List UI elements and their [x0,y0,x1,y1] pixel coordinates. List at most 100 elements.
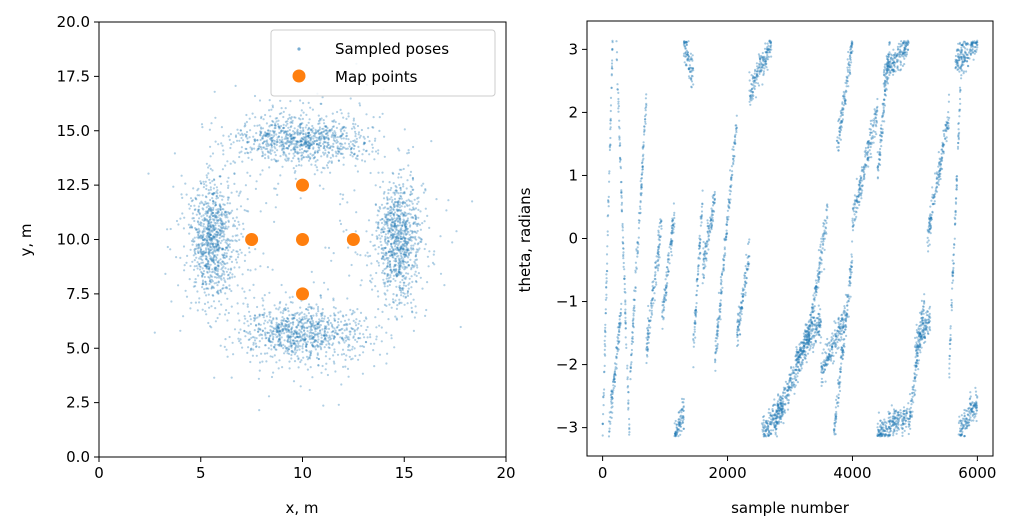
sampled-pose-point [253,339,257,342]
sampled-pose-point [340,152,343,155]
sampled-pose-point [229,162,232,165]
sampled-pose-point [227,274,230,277]
sampled-pose-point [220,231,223,235]
sampled-pose-point [324,132,327,135]
theta-sample-point [682,405,685,408]
sampled-pose-point [252,343,255,346]
sampled-pose-point [266,142,269,146]
sampled-pose-point [325,125,328,128]
theta-sample-point [644,109,647,112]
sampled-pose-point [262,313,266,316]
sampled-pose-point [392,182,395,185]
sampled-pose-point [323,346,326,349]
sampled-pose-point [288,314,291,317]
theta-sample-point [694,322,697,325]
sampled-pose-point [387,192,390,195]
sampled-pose-point [257,330,260,333]
sampled-pose-point [392,293,395,296]
sampled-pose-point [231,235,234,238]
sampled-pose-point [413,273,416,276]
theta-sample-point [676,430,679,433]
sampled-pose-point [292,333,295,336]
sampled-pose-point [258,313,261,317]
sampled-pose-point [398,203,401,206]
theta-sample-point [617,102,620,105]
sampled-pose-point [408,277,411,280]
theta-sample-point [628,431,631,434]
sampled-pose-point [263,312,266,315]
theta-sample-point [667,254,670,257]
sampled-pose-point [325,115,328,118]
sampled-pose-point [253,124,256,127]
sampled-pose-point [284,153,287,156]
sampled-pose-point [326,141,329,145]
sampled-pose-point [309,335,312,338]
theta-sample-point [641,171,644,174]
sampled-pose-point [395,213,398,216]
sampled-pose-point [253,147,256,150]
sampled-pose-point [321,134,324,137]
sampled-pose-point [383,223,386,226]
theta-sample-point [650,306,653,309]
map-point [296,233,309,246]
sampled-pose-point [371,143,374,146]
sampled-pose-point [305,345,308,349]
theta-sample-point [611,59,614,62]
sampled-pose-point [309,366,312,369]
sampled-pose-point [214,238,217,241]
sampled-pose-point [242,222,245,225]
sampled-pose-point [316,325,319,328]
sampled-pose-point [439,235,442,238]
sampled-pose-point [351,348,354,351]
sampled-pose-point [388,209,392,212]
sampled-pose-point [306,330,309,333]
theta-sample-point [700,215,703,218]
theta-sample-point [617,100,620,103]
sampled-pose-point [195,264,198,268]
sampled-pose-point [423,247,426,251]
sampled-pose-point [231,209,234,212]
sampled-pose-point [346,323,349,326]
sampled-pose-point [308,147,311,150]
sampled-pose-point [308,357,312,360]
sampled-pose-point [348,322,351,325]
sampled-pose-point [281,165,284,168]
sampled-pose-point [390,306,393,309]
sampled-pose-point [226,262,229,265]
sampled-pose-point [218,228,221,231]
sampled-pose-point [323,125,326,128]
sampled-pose-point [256,305,259,309]
sampled-pose-point [314,330,317,333]
sampled-pose-point [402,295,405,298]
sampled-pose-point [268,109,271,112]
theta-sample-point [696,277,699,281]
theta-sample-point [637,219,641,222]
sampled-pose-point [275,141,278,144]
sampled-pose-point [192,217,195,220]
sampled-pose-point [377,225,380,229]
sampled-pose-point [329,146,332,149]
theta-sample-point [646,335,650,338]
sampled-pose-point [250,158,253,161]
sampled-pose-point [365,264,369,267]
sampled-pose-point [341,197,344,200]
sampled-pose-point [212,235,215,238]
sampled-pose-point [344,339,348,342]
sampled-pose-point [342,352,346,356]
sampled-pose-point [273,139,276,143]
theta-sample-point [657,234,660,237]
theta-sample-point [644,97,648,100]
sampled-pose-point [192,187,195,190]
sampled-pose-point [238,223,241,226]
sampled-pose-point [362,333,365,336]
theta-sample-point [633,289,636,292]
sampled-pose-point [243,125,246,128]
sampled-pose-point [331,120,334,123]
sampled-pose-point [189,307,192,310]
sampled-pose-point [183,264,186,267]
sampled-pose-point [368,153,371,156]
sampled-pose-point [420,184,423,187]
sampled-pose-point [267,133,270,136]
sampled-pose-point [401,288,404,292]
sampled-pose-point [278,329,281,333]
